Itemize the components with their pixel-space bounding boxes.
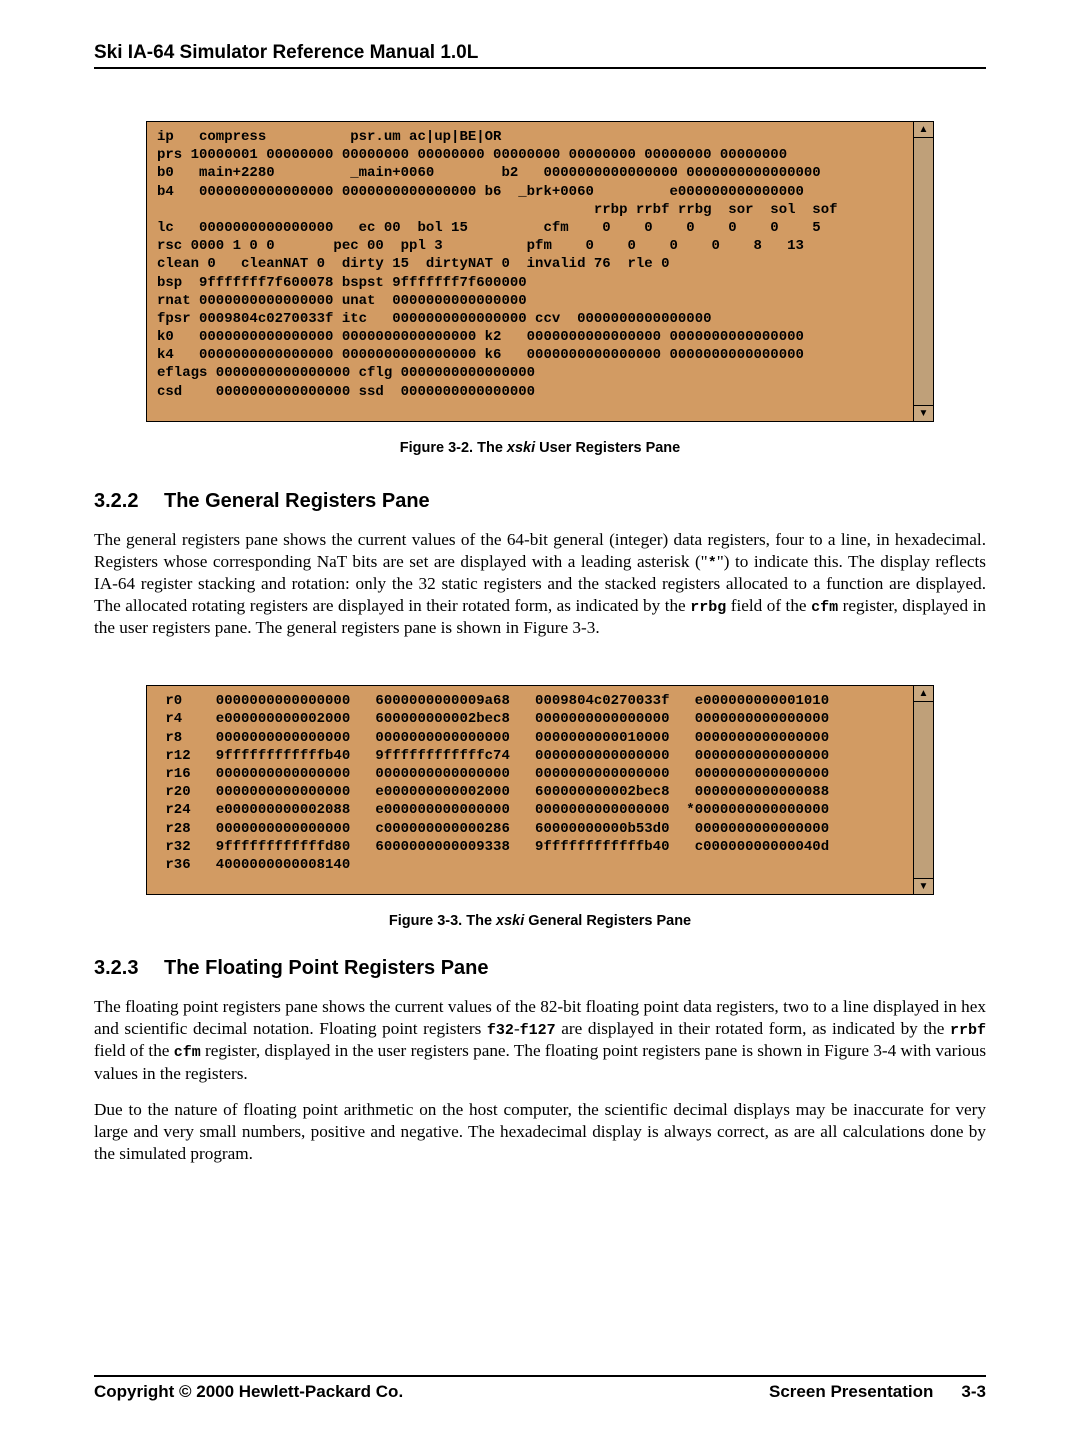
user-registers-pane: ip compress psr.um ac|up|BE|OR prs 10000… bbox=[146, 121, 934, 422]
scroll-up-icon[interactable]: ▲ bbox=[914, 122, 933, 138]
scrollbar[interactable]: ▲ ▼ bbox=[913, 686, 933, 894]
section-322-paragraph: The general registers pane shows the cur… bbox=[94, 529, 986, 639]
copyright: Copyright © 2000 Hewlett-Packard Co. bbox=[94, 1382, 403, 1402]
section-heading-323: 3.2.3The Floating Point Registers Pane bbox=[94, 957, 986, 980]
figure-caption-1: Figure 3-2. The xski User Registers Pane bbox=[94, 440, 986, 456]
general-registers-content: r0 0000000000000000 6000000000009a68 000… bbox=[147, 686, 913, 894]
scroll-up-icon[interactable]: ▲ bbox=[914, 686, 933, 702]
page-footer: Copyright © 2000 Hewlett-Packard Co. Scr… bbox=[94, 1375, 986, 1402]
user-registers-content: ip compress psr.um ac|up|BE|OR prs 10000… bbox=[147, 122, 913, 421]
general-registers-pane: r0 0000000000000000 6000000000009a68 000… bbox=[146, 685, 934, 895]
scrollbar[interactable]: ▲ ▼ bbox=[913, 122, 933, 421]
section-heading-322: 3.2.2The General Registers Pane bbox=[94, 490, 986, 513]
scroll-down-icon[interactable]: ▼ bbox=[914, 878, 933, 894]
scroll-down-icon[interactable]: ▼ bbox=[914, 405, 933, 421]
doc-title: Ski IA-64 Simulator Reference Manual 1.0… bbox=[94, 42, 986, 64]
footer-right: Screen Presentation3-3 bbox=[769, 1382, 986, 1402]
page-header: Ski IA-64 Simulator Reference Manual 1.0… bbox=[94, 42, 986, 69]
section-323-paragraph-1: The floating point registers pane shows … bbox=[94, 996, 986, 1084]
section-323-paragraph-2: Due to the nature of floating point arit… bbox=[94, 1099, 986, 1165]
figure-caption-2: Figure 3-3. The xski General Registers P… bbox=[94, 913, 986, 929]
